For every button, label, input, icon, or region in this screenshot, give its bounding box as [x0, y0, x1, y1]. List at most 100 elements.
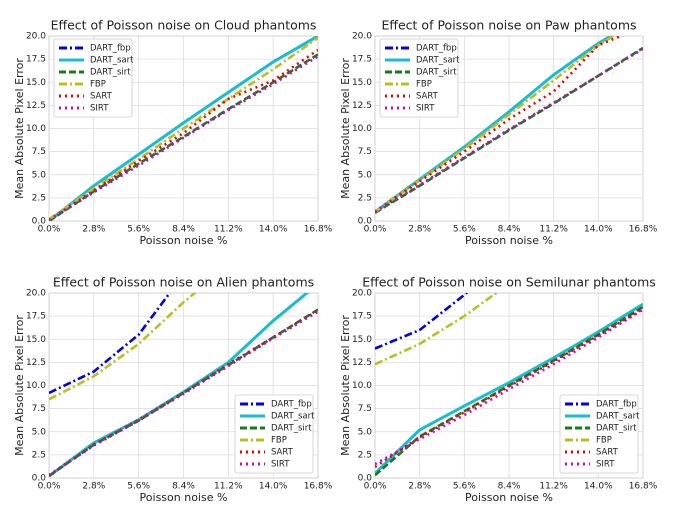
x-tick-label: 2.8%: [82, 482, 105, 492]
x-tick-label: 8.4%: [172, 482, 195, 492]
legend: DART_fbp DART_sart DART_sirt FBP SART SIRT: [559, 394, 640, 474]
y-tick-label: 5.0: [358, 170, 373, 180]
x-tick-label: 14.0%: [584, 225, 613, 235]
y-tick-label: 17.5: [26, 312, 46, 322]
legend: DART_fbp DART_sart DART_sirt FBP SART SIRT: [53, 38, 134, 118]
x-tick-label: 2.8%: [82, 225, 105, 235]
y-tick-label: 15.0: [352, 78, 372, 88]
x-tick-label: 11.2%: [214, 225, 243, 235]
series-line: [49, 293, 197, 401]
y-tick-label: 2.5: [358, 450, 372, 460]
series-line: [49, 36, 318, 221]
x-tick-label: 5.6%: [453, 482, 476, 492]
legend-label: DART_sirt: [271, 424, 312, 434]
legend-label: SIRT: [596, 460, 615, 470]
y-tick-label: 5.0: [32, 170, 47, 180]
x-tick-label: 5.6%: [127, 482, 150, 492]
legend-label: FBP: [596, 436, 612, 446]
y-tick-label: 10.0: [352, 124, 372, 134]
x-tick-label: 14.0%: [259, 225, 288, 235]
y-tick-label: 17.5: [26, 55, 46, 65]
chart-title: Effect of Poisson noise on Cloud phantom…: [51, 18, 317, 33]
y-tick-label: 12.5: [352, 101, 372, 111]
series-line: [375, 46, 643, 214]
legend-label: FBP: [416, 80, 432, 90]
y-tick-label: 7.5: [32, 404, 46, 414]
y-tick-label: 5.0: [32, 427, 47, 437]
series-line: [375, 293, 499, 366]
legend-label: SIRT: [271, 460, 290, 470]
x-tick-label: 16.8%: [304, 225, 333, 235]
y-tick-label: 7.5: [32, 147, 46, 157]
series-line: [49, 293, 310, 478]
x-tick-label: 0.0%: [38, 225, 61, 235]
y-tick-label: 0.0: [32, 474, 47, 484]
x-tick-label: 14.0%: [259, 482, 288, 492]
series-line: [49, 55, 318, 221]
legend-label: DART_sirt: [416, 68, 457, 78]
x-axis-label: Poisson noise %: [465, 234, 553, 247]
y-tick-label: 10.0: [26, 124, 46, 134]
legend-label: SART: [90, 92, 113, 102]
series-line: [49, 48, 318, 221]
legend-label: FBP: [271, 436, 287, 446]
series-line: [49, 36, 318, 221]
y-tick-label: 5.0: [358, 427, 373, 437]
chart-title: Effect of Poisson noise on Semilunar pha…: [362, 275, 656, 290]
legend-label: DART_sirt: [90, 68, 131, 78]
legend-label: FBP: [90, 80, 106, 90]
series-lines: [375, 36, 643, 214]
series-lines: [49, 293, 318, 478]
x-axis-label: Poisson noise %: [140, 491, 228, 504]
subplot: 0.0 2.5 5.0 7.5 10.0 12.5 15.0 17.5 20.0 0.0% 2.8%…: [339, 18, 658, 248]
x-tick-label: 0.0%: [364, 225, 387, 235]
y-tick-label: 20.0: [26, 32, 46, 42]
x-tick-label: 11.2%: [214, 482, 243, 492]
x-tick-label: 0.0%: [38, 482, 61, 492]
series-line: [375, 302, 643, 475]
legend-label: SIRT: [416, 104, 435, 114]
legend-label: DART_fbp: [271, 400, 312, 410]
legend-label: DART_fbp: [596, 400, 637, 410]
y-tick-label: 20.0: [352, 32, 372, 42]
legend-label: DART_fbp: [90, 44, 131, 54]
legend-label: DART_sart: [596, 412, 640, 422]
x-tick-label: 11.2%: [539, 482, 568, 492]
x-tick-label: 8.4%: [172, 225, 195, 235]
y-tick-label: 10.0: [26, 381, 46, 391]
legend-label: DART_sart: [90, 56, 134, 66]
y-tick-label: 2.5: [32, 193, 46, 203]
legend-label: DART_fbp: [416, 44, 457, 54]
y-axis-label: Mean Absolute Pixel Error: [339, 315, 352, 456]
subplot: 0.0 2.5 5.0 7.5 10.0 12.5 15.0 17.5 20.0 0.0% 2.8%…: [13, 275, 333, 505]
y-tick-label: 15.0: [352, 335, 372, 345]
y-tick-label: 7.5: [358, 404, 372, 414]
subplot: 0.0 2.5 5.0 7.5 10.0 12.5 15.0 17.5 20.0 0.0% 2.8%…: [339, 275, 658, 505]
x-tick-label: 16.8%: [629, 482, 658, 492]
subplot: 0.0 2.5 5.0 7.5 10.0 12.5 15.0 17.5 20.0 0.0% 2.8%…: [13, 18, 333, 248]
x-tick-label: 16.8%: [629, 225, 658, 235]
y-tick-label: 20.0: [352, 289, 372, 299]
x-tick-label: 8.4%: [498, 225, 521, 235]
x-axis-label: Poisson noise %: [465, 491, 553, 504]
x-tick-label: 16.8%: [304, 482, 333, 492]
y-axis-label: Mean Absolute Pixel Error: [13, 315, 26, 456]
legend: DART_fbp DART_sart DART_sirt FBP SART SIRT: [234, 394, 315, 474]
y-tick-label: 12.5: [26, 358, 46, 368]
y-axis-label: Mean Absolute Pixel Error: [339, 58, 352, 199]
axes-frame: [48, 35, 319, 222]
legend-label: SART: [271, 448, 294, 458]
series-line: [375, 47, 643, 213]
chart-title: Effect of Poisson noise on Alien phantom…: [53, 275, 314, 290]
legend-label: DART_sart: [416, 56, 460, 66]
axes-frame: [374, 35, 644, 222]
axes-frame: [48, 292, 319, 479]
x-tick-label: 11.2%: [539, 225, 568, 235]
series-lines: [49, 36, 318, 221]
legend: DART_fbp DART_sart DART_sirt FBP SART SIRT: [379, 38, 460, 118]
y-tick-label: 10.0: [352, 381, 372, 391]
y-tick-label: 17.5: [352, 312, 372, 322]
series-line: [375, 307, 643, 468]
legend-label: SART: [596, 448, 619, 458]
